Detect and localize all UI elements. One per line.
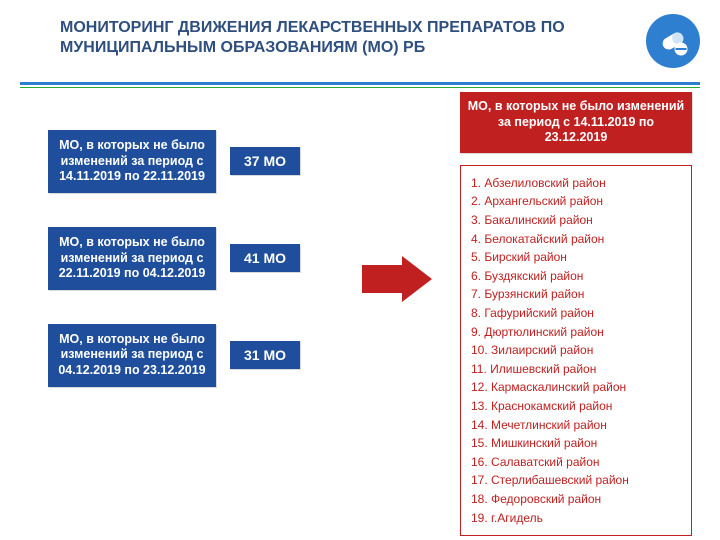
- period-label: МО, в которых не было изменений за перио…: [48, 324, 216, 387]
- district-list: 1. Абзелиловский район 2. Архангельский …: [460, 165, 692, 536]
- page-title: МОНИТОРИНГ ДВИЖЕНИЯ ЛЕКАРСТВЕННЫХ ПРЕПАР…: [60, 18, 646, 58]
- summary-label: МО, в которых не было изменений за перио…: [460, 92, 692, 153]
- list-item: 9. Дюртюлинский район: [471, 323, 681, 342]
- list-item: 5. Бирский район: [471, 248, 681, 267]
- list-item: 15. Мишкинский район: [471, 434, 681, 453]
- list-item: 13. Краснокамский район: [471, 397, 681, 416]
- list-item: 3. Бакалинский район: [471, 211, 681, 230]
- pills-icon: [646, 14, 700, 68]
- period-row: МО, в которых не было изменений за перио…: [48, 227, 348, 290]
- list-item: 11. Илишевский район: [471, 360, 681, 379]
- list-item: 7. Бурзянский район: [471, 285, 681, 304]
- period-count: 41 МО: [230, 244, 300, 272]
- list-item: 1. Абзелиловский район: [471, 174, 681, 193]
- period-row: МО, в которых не было изменений за перио…: [48, 130, 348, 193]
- content: МО, в которых не было изменений за перио…: [0, 88, 720, 387]
- list-item: 17. Стерлибашевский район: [471, 471, 681, 490]
- periods-column: МО, в которых не было изменений за перио…: [48, 106, 348, 387]
- summary-column: МО, в которых не было изменений за перио…: [460, 92, 692, 536]
- list-item: 2. Архангельский район: [471, 192, 681, 211]
- period-count: 37 МО: [230, 147, 300, 175]
- list-item: 14. Мечетлинский район: [471, 416, 681, 435]
- list-item: 4. Белокатайский район: [471, 230, 681, 249]
- period-row: МО, в которых не было изменений за перио…: [48, 324, 348, 387]
- list-item: 18. Федоровский район: [471, 490, 681, 509]
- period-count: 31 МО: [230, 341, 300, 369]
- list-item: 16. Салаватский район: [471, 453, 681, 472]
- period-label: МО, в которых не было изменений за перио…: [48, 227, 216, 290]
- list-item: 10. Зилаирский район: [471, 341, 681, 360]
- list-item: 19. г.Агидель: [471, 509, 681, 528]
- list-item: 12. Кармаскалинский район: [471, 378, 681, 397]
- list-item: 8. Гафурийский район: [471, 304, 681, 323]
- period-label: МО, в которых не было изменений за перио…: [48, 130, 216, 193]
- list-item: 6. Буздякский район: [471, 267, 681, 286]
- header: МОНИТОРИНГ ДВИЖЕНИЯ ЛЕКАРСТВЕННЫХ ПРЕПАР…: [0, 0, 720, 76]
